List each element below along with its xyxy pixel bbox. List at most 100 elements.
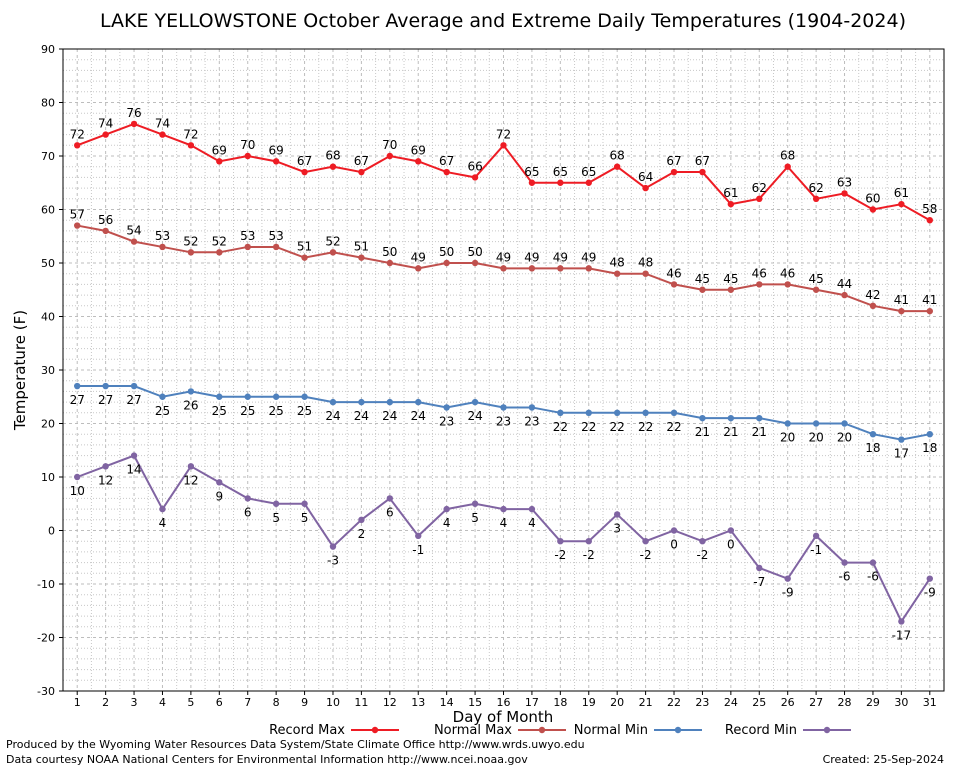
normal-max-data-label: 41: [922, 293, 937, 307]
record-min-data-label: 14: [126, 463, 141, 477]
record-max-data-label: 67: [297, 154, 312, 168]
normal-min-data-label: 25: [240, 404, 255, 418]
legend-marker-record-min: [823, 726, 831, 734]
normal-max-point: [500, 265, 507, 272]
record-min-point: [613, 511, 621, 518]
x-tick-label: 29: [866, 696, 880, 709]
record-min-point: [727, 527, 735, 534]
normal-min-data-label: 25: [155, 404, 170, 418]
normal-min-point: [812, 420, 820, 427]
record-min-point: [784, 575, 791, 582]
x-tick-label: 15: [468, 696, 482, 709]
record-min-point: [329, 543, 337, 550]
normal-max-data-label: 51: [297, 240, 312, 254]
normal-min-data-label: 24: [354, 409, 369, 423]
normal-max-data-label: 49: [524, 250, 539, 264]
normal-min-data-label: 24: [467, 409, 482, 423]
record-max-data-label: 67: [354, 154, 369, 168]
record-max-point: [784, 163, 791, 170]
record-min-data-label: 4: [159, 516, 167, 530]
record-min-point: [500, 505, 507, 513]
record-min-data-label: -2: [554, 548, 566, 562]
x-tick-label: 10: [326, 696, 340, 709]
record-min-data-label: 4: [443, 516, 451, 530]
legend-label-record-min: Record Min: [725, 723, 797, 738]
normal-min-point: [528, 404, 536, 411]
x-tick-label: 9: [301, 696, 308, 709]
x-tick-label: 18: [553, 696, 567, 709]
normal-max-data-label: 45: [695, 272, 710, 286]
record-min-data-label: 12: [98, 473, 113, 487]
y-tick-label: 50: [41, 257, 55, 270]
normal-min-point: [301, 393, 308, 400]
record-max-data-label: 70: [382, 138, 397, 152]
x-tick-label: 7: [244, 696, 251, 709]
record-max-data-label: 66: [467, 159, 482, 173]
normal-min-point: [898, 436, 905, 443]
record-max-data-label: 62: [808, 181, 823, 195]
x-tick-label: 13: [411, 696, 425, 709]
x-tick-label: 16: [497, 696, 511, 709]
record-max-point: [756, 195, 763, 202]
record-max-point: [471, 174, 479, 181]
normal-max-point: [159, 243, 166, 251]
record-max-data-label: 61: [894, 186, 909, 200]
record-min-data-label: -9: [782, 586, 794, 600]
normal-min-point: [585, 409, 592, 416]
normal-max-point: [528, 265, 536, 272]
normal-max-point: [443, 259, 450, 267]
x-tick-label: 21: [639, 696, 653, 709]
record-min-data-label: -7: [753, 575, 765, 589]
normal-max-point: [670, 281, 678, 288]
record-min-point: [585, 538, 592, 545]
record-max-point: [585, 179, 592, 186]
normal-max-point: [585, 265, 592, 272]
legend-marker-normal-max: [538, 726, 546, 734]
normal-min-point: [358, 398, 365, 406]
y-tick-label: 40: [41, 311, 55, 324]
record-max-data-label: 67: [695, 154, 710, 168]
normal-min-point: [329, 398, 337, 406]
record-min-data-label: -1: [810, 543, 822, 557]
record-min-data-label: -2: [696, 548, 708, 562]
record-min-data-label: -9: [924, 586, 936, 600]
record-max-point: [216, 158, 223, 165]
record-min-point: [642, 538, 649, 545]
record-min-point: [926, 575, 933, 582]
x-tick-label: 12: [383, 696, 397, 709]
normal-max-point: [415, 265, 422, 272]
record-max-data-label: 74: [155, 117, 170, 131]
record-min-data-label: 4: [500, 516, 508, 530]
record-max-data-label: 67: [666, 154, 681, 168]
record-min-data-label: 2: [358, 527, 366, 541]
normal-max-point: [557, 265, 564, 272]
normal-max-data-label: 46: [752, 266, 767, 280]
normal-min-point: [159, 393, 166, 400]
normal-min-data-label: 27: [126, 393, 141, 407]
record-min-point: [272, 500, 280, 507]
normal-max-point: [102, 227, 109, 235]
normal-min-point: [613, 409, 621, 416]
record-max-point: [102, 131, 109, 138]
record-max-data-label: 68: [780, 149, 795, 163]
record-min-point: [74, 473, 81, 481]
normal-min-data-label: 22: [666, 420, 681, 434]
y-tick-label: 60: [41, 204, 55, 217]
record-min-point: [443, 505, 450, 513]
record-min-data-label: 5: [471, 511, 479, 525]
normal-min-data-label: 25: [212, 404, 227, 418]
normal-max-data-label: 50: [467, 245, 482, 259]
normal-max-data-label: 45: [723, 272, 738, 286]
x-tick-label: 1: [74, 696, 81, 709]
record-max-point: [613, 163, 621, 170]
record-min-data-label: 3: [613, 521, 621, 535]
x-tick-label: 27: [809, 696, 823, 709]
normal-min-data-label: 20: [808, 431, 823, 445]
normal-min-point: [642, 409, 649, 416]
record-max-point: [272, 158, 280, 165]
normal-min-data-label: 21: [752, 425, 767, 439]
normal-max-data-label: 56: [98, 213, 113, 227]
normal-min-data-label: 18: [865, 441, 880, 455]
normal-max-point: [613, 270, 621, 277]
normal-max-point: [642, 270, 649, 277]
